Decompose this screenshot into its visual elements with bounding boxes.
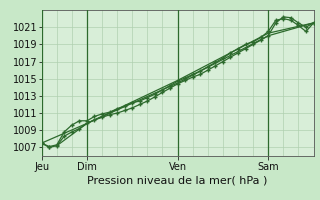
X-axis label: Pression niveau de la mer( hPa ): Pression niveau de la mer( hPa )	[87, 176, 268, 186]
